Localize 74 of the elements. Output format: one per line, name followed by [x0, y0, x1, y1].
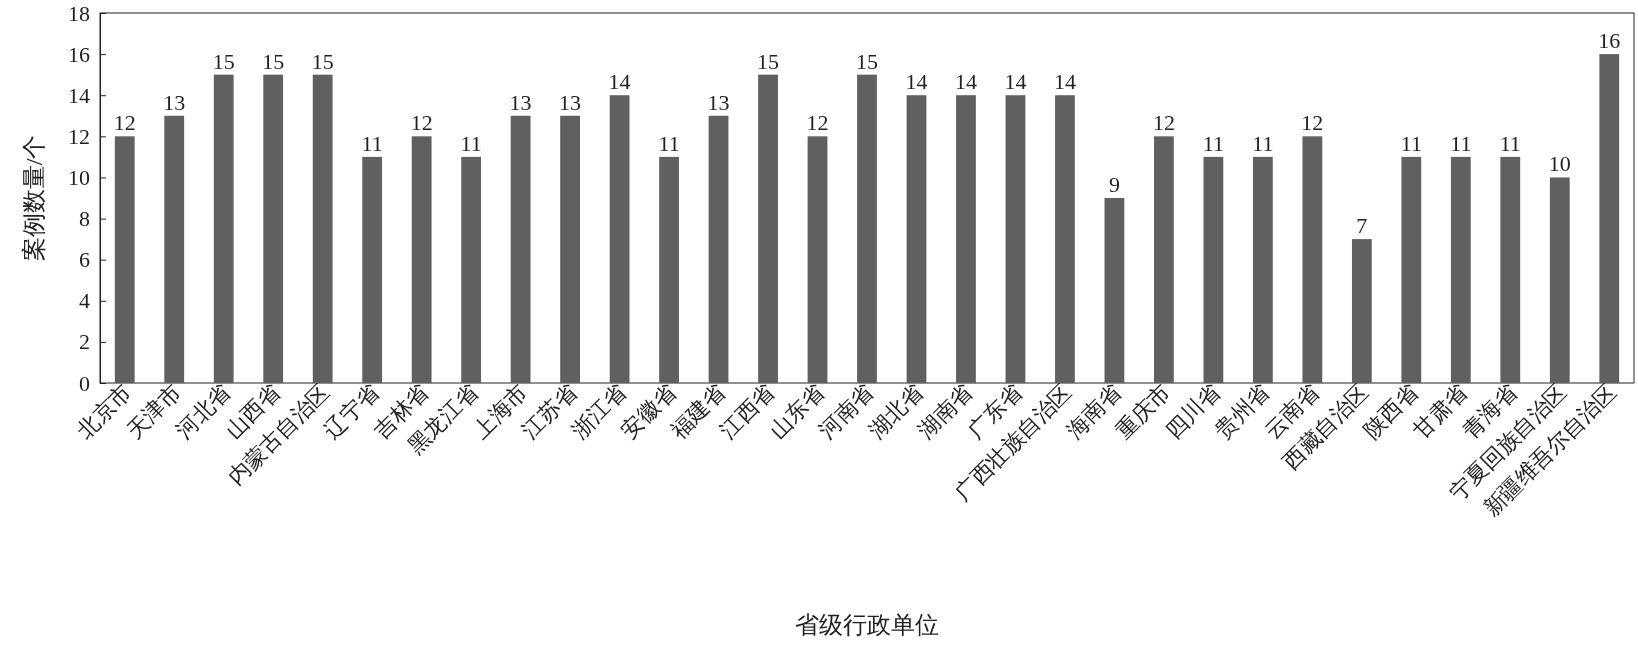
data-label: 15: [262, 48, 285, 74]
y-tick-label: 2: [79, 329, 90, 355]
y-axis-title: 案例数量/个: [21, 134, 47, 262]
bar: [560, 115, 580, 383]
data-label: 7: [1356, 213, 1368, 239]
data-label: 14: [905, 69, 928, 95]
data-label: 15: [212, 48, 235, 74]
bar: [708, 115, 729, 383]
bar: [1252, 156, 1273, 383]
data-label: 13: [163, 89, 186, 115]
data-label: 11: [1499, 130, 1521, 156]
y-tick-label: 16: [68, 41, 90, 67]
data-label: 12: [410, 110, 433, 136]
y-tick-label: 18: [68, 0, 90, 26]
bar: [659, 156, 679, 383]
bar: [1203, 156, 1224, 383]
data-label: 12: [113, 110, 136, 136]
bar: [1154, 136, 1174, 383]
data-label: 14: [608, 69, 631, 95]
bar: [263, 74, 284, 383]
data-label: 11: [1450, 130, 1472, 156]
data-label: 11: [658, 130, 680, 156]
bar: [1500, 156, 1521, 383]
bar: [758, 74, 778, 383]
bar: [1599, 54, 1620, 383]
bar: [1450, 156, 1471, 383]
bar: [510, 115, 531, 383]
bar: [1104, 198, 1125, 383]
bar: [1351, 239, 1372, 383]
bar: [362, 156, 383, 383]
data-label: 11: [460, 130, 482, 156]
y-tick-label: 0: [79, 370, 90, 396]
y-tick-label: 14: [68, 82, 90, 108]
bar: [857, 74, 877, 383]
bar: [807, 136, 828, 383]
data-label: 9: [1108, 172, 1120, 197]
data-label: 11: [1252, 130, 1274, 156]
bar: [609, 95, 630, 383]
data-label: 14: [954, 69, 977, 95]
data-label: 15: [311, 48, 334, 74]
y-tick-label: 10: [68, 164, 90, 190]
data-label: 16: [1598, 28, 1621, 54]
y-tick-label: 8: [79, 206, 90, 232]
y-tick-label: 12: [68, 123, 90, 149]
bar: [956, 95, 976, 383]
bar: [1549, 177, 1570, 383]
data-label: 15: [757, 48, 780, 74]
data-label: 12: [1301, 110, 1324, 136]
data-label: 11: [361, 130, 383, 156]
bar: [411, 136, 432, 383]
bar: [1055, 95, 1075, 383]
data-label: 12: [806, 110, 829, 136]
y-tick-label: 4: [79, 288, 90, 314]
bar: [1302, 136, 1323, 383]
bar: [906, 95, 927, 383]
data-label: 11: [1202, 130, 1224, 156]
data-label: 13: [509, 89, 532, 115]
bar: [461, 156, 482, 383]
data-label: 15: [856, 48, 878, 74]
bar: [1401, 156, 1422, 383]
data-label: 11: [1400, 130, 1422, 156]
bar: [312, 74, 333, 383]
data-label: 14: [1053, 69, 1076, 95]
data-label: 13: [559, 89, 582, 115]
y-tick-label: 6: [79, 247, 90, 273]
bar: [1005, 95, 1026, 383]
bar: [213, 74, 234, 383]
data-label: 10: [1548, 151, 1571, 177]
bar: [114, 136, 135, 383]
data-label: 14: [1004, 69, 1027, 95]
bar: [164, 115, 185, 383]
data-label: 12: [1152, 110, 1175, 136]
x-axis-title: 省级行政单位: [795, 612, 939, 638]
data-label: 13: [707, 89, 730, 115]
